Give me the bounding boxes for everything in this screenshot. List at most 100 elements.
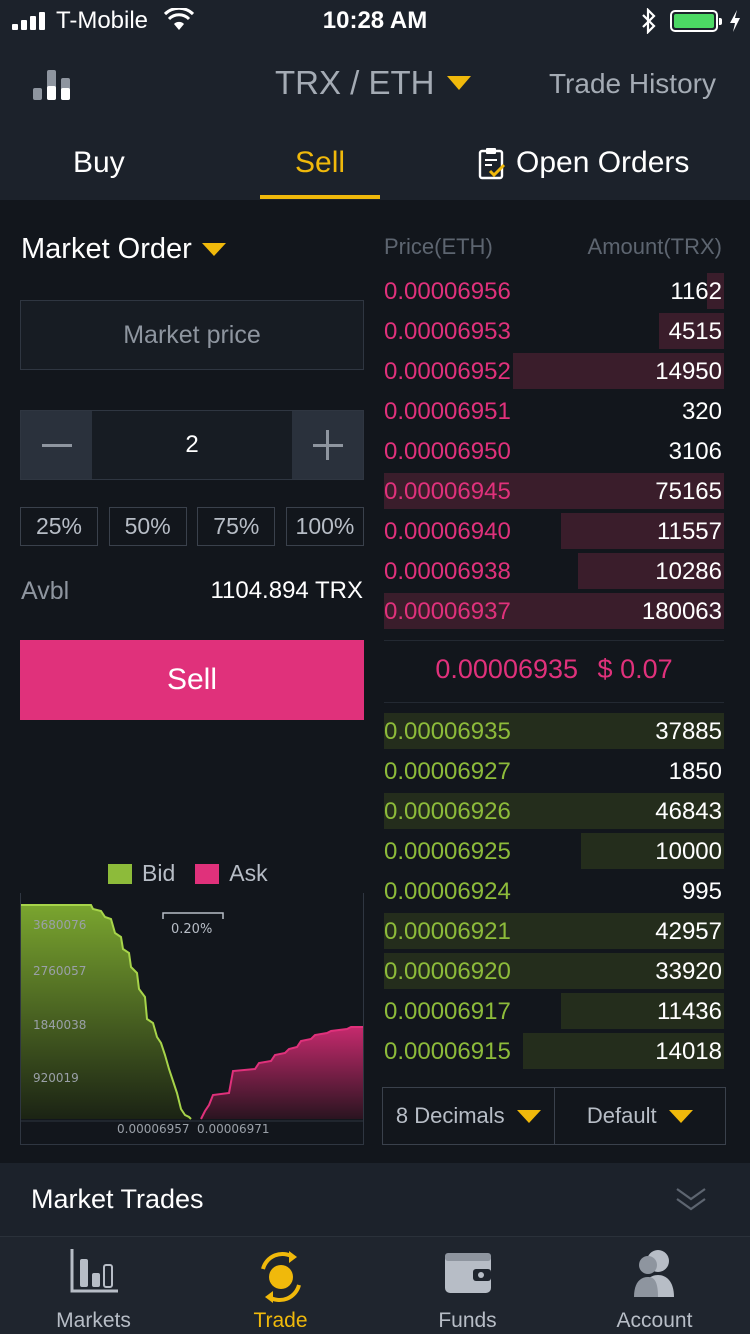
available-label: Avbl — [21, 577, 70, 605]
charging-icon — [730, 10, 740, 32]
bid-row[interactable]: 0.00006924 995 — [384, 873, 724, 909]
ask-amount: 180063 — [641, 598, 722, 625]
depth-bar — [523, 1033, 724, 1069]
increase-button[interactable] — [292, 411, 363, 479]
chevron-down-icon — [446, 76, 471, 90]
last-price[interactable]: 0.00006935 $ 0.07 — [384, 654, 724, 685]
trade-icon — [260, 1251, 301, 1303]
bid-amount: 33920 — [655, 958, 722, 985]
bid-row[interactable]: 0.00006915 14018 — [384, 1033, 724, 1069]
ask-price: 0.00006952 — [384, 358, 511, 385]
ask-row[interactable]: 0.00006951 320 — [384, 393, 724, 429]
percent-100-button[interactable]: 100% — [285, 507, 364, 546]
view-mode-label: Default — [586, 1103, 657, 1128]
bid-amount: 995 — [681, 878, 722, 905]
depth-bar — [560, 513, 724, 549]
order-type-selector[interactable]: Market Order — [21, 233, 226, 266]
ask-price: 0.00006951 — [384, 398, 511, 425]
bid-amount: 14018 — [655, 1038, 722, 1065]
nav-account[interactable]: Account — [561, 1237, 748, 1334]
percent-75-button[interactable]: 75% — [197, 507, 276, 546]
nav-trade[interactable]: Trade — [187, 1237, 374, 1334]
nav-funds[interactable]: Funds — [374, 1237, 561, 1334]
bottom-nav: Markets Trade Funds Account — [0, 1236, 750, 1334]
order-type-label: Market Order — [21, 233, 192, 265]
decimals-selector[interactable]: 8 Decimals — [383, 1088, 554, 1144]
bid-price: 0.00006921 — [384, 918, 511, 945]
trading-pair-selector[interactable]: TRX / ETH — [275, 64, 471, 102]
view-mode-selector[interactable]: Default — [553, 1088, 726, 1144]
decrease-button[interactable] — [21, 411, 92, 479]
bid-row[interactable]: 0.00006925 10000 — [384, 833, 724, 869]
decimals-label: 8 Decimals — [395, 1103, 505, 1128]
depth-bar — [384, 593, 724, 629]
depth-bar — [581, 833, 724, 869]
depth-bar — [384, 793, 724, 829]
ask-amount: 4515 — [668, 318, 722, 345]
percent-50-button[interactable]: 50% — [108, 507, 187, 546]
ask-amount: 1162 — [670, 278, 722, 305]
depth-chart[interactable]: 3680076 2760057 1840038 920019 0.20% 0.0… — [20, 893, 364, 1145]
ask-row[interactable]: 0.00006953 4515 — [384, 313, 724, 349]
ask-row[interactable]: 0.00006940 11557 — [384, 513, 724, 549]
bar-chart-icon[interactable] — [30, 66, 76, 102]
bid-row[interactable]: 0.00006921 42957 — [384, 913, 724, 949]
bid-price: 0.00006920 — [384, 958, 511, 985]
bid-amount: 11436 — [657, 998, 722, 1025]
ask-row[interactable]: 0.00006956 1162 — [384, 273, 724, 309]
bid-row[interactable]: 0.00006926 46843 — [384, 793, 724, 829]
divider — [384, 702, 724, 703]
ask-row[interactable]: 0.00006945 75165 — [384, 473, 724, 509]
bid-row[interactable]: 0.00006935 37885 — [384, 713, 724, 749]
y-tick: 2760057 — [33, 964, 86, 978]
ask-price: 0.00006938 — [384, 558, 511, 585]
depth-bar — [384, 953, 724, 989]
bar-chart-icon — [70, 1249, 118, 1293]
tab-sell[interactable]: Sell — [295, 146, 346, 179]
chevron-down-icon — [516, 1109, 541, 1123]
percent-25-button[interactable]: 25% — [20, 507, 98, 546]
bid-amount: 46843 — [655, 798, 722, 825]
y-tick: 3680076 — [33, 918, 86, 932]
depth-bar — [560, 993, 724, 1029]
bid-swatch — [108, 863, 132, 884]
wallet-icon — [444, 1253, 491, 1293]
market-trades-label: Market Trades — [31, 1184, 204, 1214]
tab-buy[interactable]: Buy — [73, 146, 125, 179]
ask-row[interactable]: 0.00006952 14950 — [384, 353, 724, 389]
tab-open-orders[interactable]: Open Orders — [478, 146, 689, 180]
bid-row[interactable]: 0.00006927 1850 — [384, 753, 724, 789]
bid-row[interactable]: 0.00006917 11436 — [384, 993, 724, 1029]
status-bar: T-Mobile 10:28 AM — [0, 0, 750, 42]
price-column-header: Price(ETH) — [384, 234, 493, 259]
amount-input[interactable]: 2 — [92, 411, 292, 479]
ask-price: 0.00006945 — [384, 478, 511, 505]
depth-bar — [384, 473, 724, 509]
depth-bar — [384, 713, 724, 749]
ask-price: 0.00006940 — [384, 518, 511, 545]
legend-bid: Bid — [142, 860, 176, 886]
active-tab-indicator — [260, 195, 380, 199]
trade-history-link[interactable]: Trade History — [548, 68, 716, 99]
percent-options: 25% 50% 75% 100% — [20, 507, 364, 546]
depth-chart-svg: 3680076 2760057 1840038 920019 0.20% 0.0… — [21, 904, 363, 1136]
bid-price: 0.00006917 — [384, 998, 511, 1025]
depth-bar — [707, 273, 724, 309]
bid-price: 0.00006927 — [384, 758, 511, 785]
bluetooth-icon — [642, 8, 656, 34]
bid-price: 0.00006925 — [384, 838, 511, 865]
ask-row[interactable]: 0.00006937 180063 — [384, 593, 724, 629]
bid-row[interactable]: 0.00006920 33920 — [384, 953, 724, 989]
bid-price: 0.00006924 — [384, 878, 511, 905]
ask-row[interactable]: 0.00006950 3106 — [384, 433, 724, 469]
ask-amount: 320 — [681, 398, 722, 425]
bid-price: 0.00006935 — [384, 718, 511, 745]
ask-row[interactable]: 0.00006938 10286 — [384, 553, 724, 589]
nav-markets-label: Markets — [56, 1309, 131, 1332]
sell-button[interactable]: Sell — [20, 640, 364, 720]
market-trades-toggle[interactable]: Market Trades — [0, 1163, 750, 1236]
nav-markets[interactable]: Markets — [0, 1237, 187, 1334]
price-input[interactable]: Market price — [20, 300, 364, 370]
bid-amount: 10000 — [655, 838, 722, 865]
depth-bar — [659, 313, 724, 349]
